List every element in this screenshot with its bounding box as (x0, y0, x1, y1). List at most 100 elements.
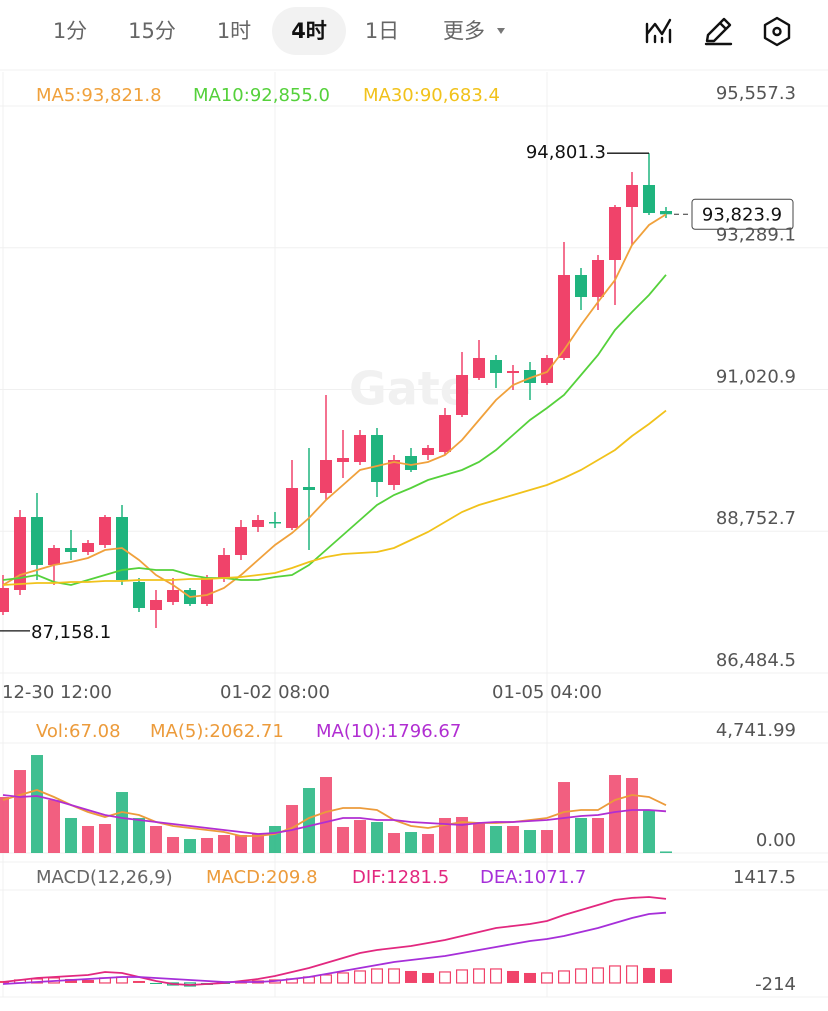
candle-body (456, 375, 468, 415)
y-tick-label: 0.00 (756, 830, 796, 851)
candle-body (133, 582, 145, 608)
candle-body (422, 448, 434, 455)
candle-body (218, 555, 230, 578)
volume-bar (320, 777, 332, 853)
candle-body (626, 185, 638, 207)
tab[interactable]: 更多 (443, 19, 485, 43)
macd-bar (405, 970, 417, 983)
legend-entry: Vol:67.08 (36, 721, 121, 742)
macd-bar (422, 972, 434, 983)
macd-bar (490, 968, 503, 984)
macd-bar (65, 978, 77, 983)
legend-entry: DIF:1281.5 (352, 867, 449, 888)
volume-bar (422, 834, 434, 853)
candle-body (643, 185, 655, 213)
candle-body (405, 456, 417, 470)
candle-body (14, 517, 26, 590)
macd-bar (524, 972, 536, 983)
y-tick-label: 1417.5 (733, 867, 796, 888)
dropdown-arrow (497, 28, 505, 34)
settings-icon[interactable] (763, 16, 791, 47)
marks (0, 152, 794, 987)
volume-bar (490, 825, 502, 853)
legend-name: MA10: (193, 85, 250, 106)
ma-line (2, 274, 667, 586)
volume-bar (201, 837, 213, 853)
volume-bar (133, 817, 145, 853)
labels: 95,557.3 93,289.1 91,020.9 88,752.7 86,484.5… (2, 83, 796, 995)
volume-bar (660, 851, 672, 853)
legend-name: DEA: (480, 867, 523, 888)
indicator-icon[interactable] (645, 18, 672, 44)
y-tick-label: 86,484.5 (716, 650, 796, 671)
volume-bar (167, 836, 179, 853)
candle-body (150, 600, 162, 610)
macd-bar (320, 974, 333, 984)
legend-entry: MACD:209.8 (206, 867, 318, 888)
candle-body (388, 460, 400, 485)
x-tick-label: 01-02 08:00 (220, 682, 330, 703)
tab[interactable]: 1日 (365, 19, 399, 43)
volume-bar (99, 824, 111, 853)
macd-bar (133, 980, 145, 983)
macd-bar (371, 968, 384, 984)
y-tick-label: 93,289.1 (716, 225, 796, 246)
legend-entry: MA5:93,821.8 (36, 85, 162, 106)
candle-body (490, 360, 502, 373)
volume-bar (337, 826, 349, 853)
volume-bar (286, 805, 298, 853)
tab[interactable]: 4时 (291, 19, 327, 43)
legend-entry: MA(5):2062.71 (150, 721, 284, 742)
macd-bar (473, 968, 486, 984)
volume-bar (218, 834, 230, 853)
legend-name: MA(5): (150, 721, 209, 742)
tab[interactable]: 1分 (53, 19, 87, 43)
annotation-label: 94,801.3 (526, 142, 606, 163)
volume-bar (575, 817, 587, 853)
volume-bar (235, 834, 247, 853)
legend-name: MA(10): (316, 721, 387, 742)
legend-value: 1281.5 (386, 867, 449, 888)
toolbar: 1分 15分 1时 4时 1日 更多 (53, 7, 505, 55)
volume-bar (507, 825, 519, 853)
candle-body (507, 371, 519, 373)
macd-bar (507, 970, 519, 983)
macd-bar (540, 972, 553, 984)
volume-bar (116, 792, 128, 853)
draw-icon[interactable] (704, 17, 733, 46)
indicator-line (2, 896, 667, 986)
candle-body (286, 488, 298, 528)
candle-body (592, 260, 604, 297)
watermark: Gate (349, 362, 471, 416)
legend-name: MA30: (363, 85, 420, 106)
tab[interactable]: 1时 (217, 19, 251, 43)
candle-body (0, 588, 9, 612)
legend-entry: MA30:90,683.4 (363, 85, 500, 106)
x-tick-label: 01-05 04:00 (492, 682, 602, 703)
candle-body (269, 522, 281, 524)
candle-body (371, 435, 383, 482)
y-tick-label: -214 (755, 974, 796, 995)
candle-body (31, 517, 43, 565)
candle-body (82, 543, 94, 552)
macd-bar (354, 970, 367, 984)
volume-bar (524, 830, 536, 853)
macd-bar (643, 967, 655, 983)
candle-body (439, 415, 451, 452)
candle-body (167, 590, 179, 602)
volume-bar (592, 817, 604, 853)
volume-bar (14, 770, 26, 853)
y-tick-label: 88,752.7 (716, 508, 796, 529)
volume-bar (31, 755, 43, 853)
macd-bar (388, 968, 401, 984)
volume-bar (65, 817, 77, 853)
macd-bar (625, 965, 638, 984)
ma-line (2, 409, 667, 586)
x-tick-label: 12-30 12:00 (2, 682, 112, 703)
legend-value: 1796.67 (387, 721, 461, 742)
candle-body (303, 487, 315, 490)
tab[interactable]: 15分 (128, 19, 176, 43)
macd-bar (456, 969, 469, 984)
volume-bar (388, 833, 400, 853)
